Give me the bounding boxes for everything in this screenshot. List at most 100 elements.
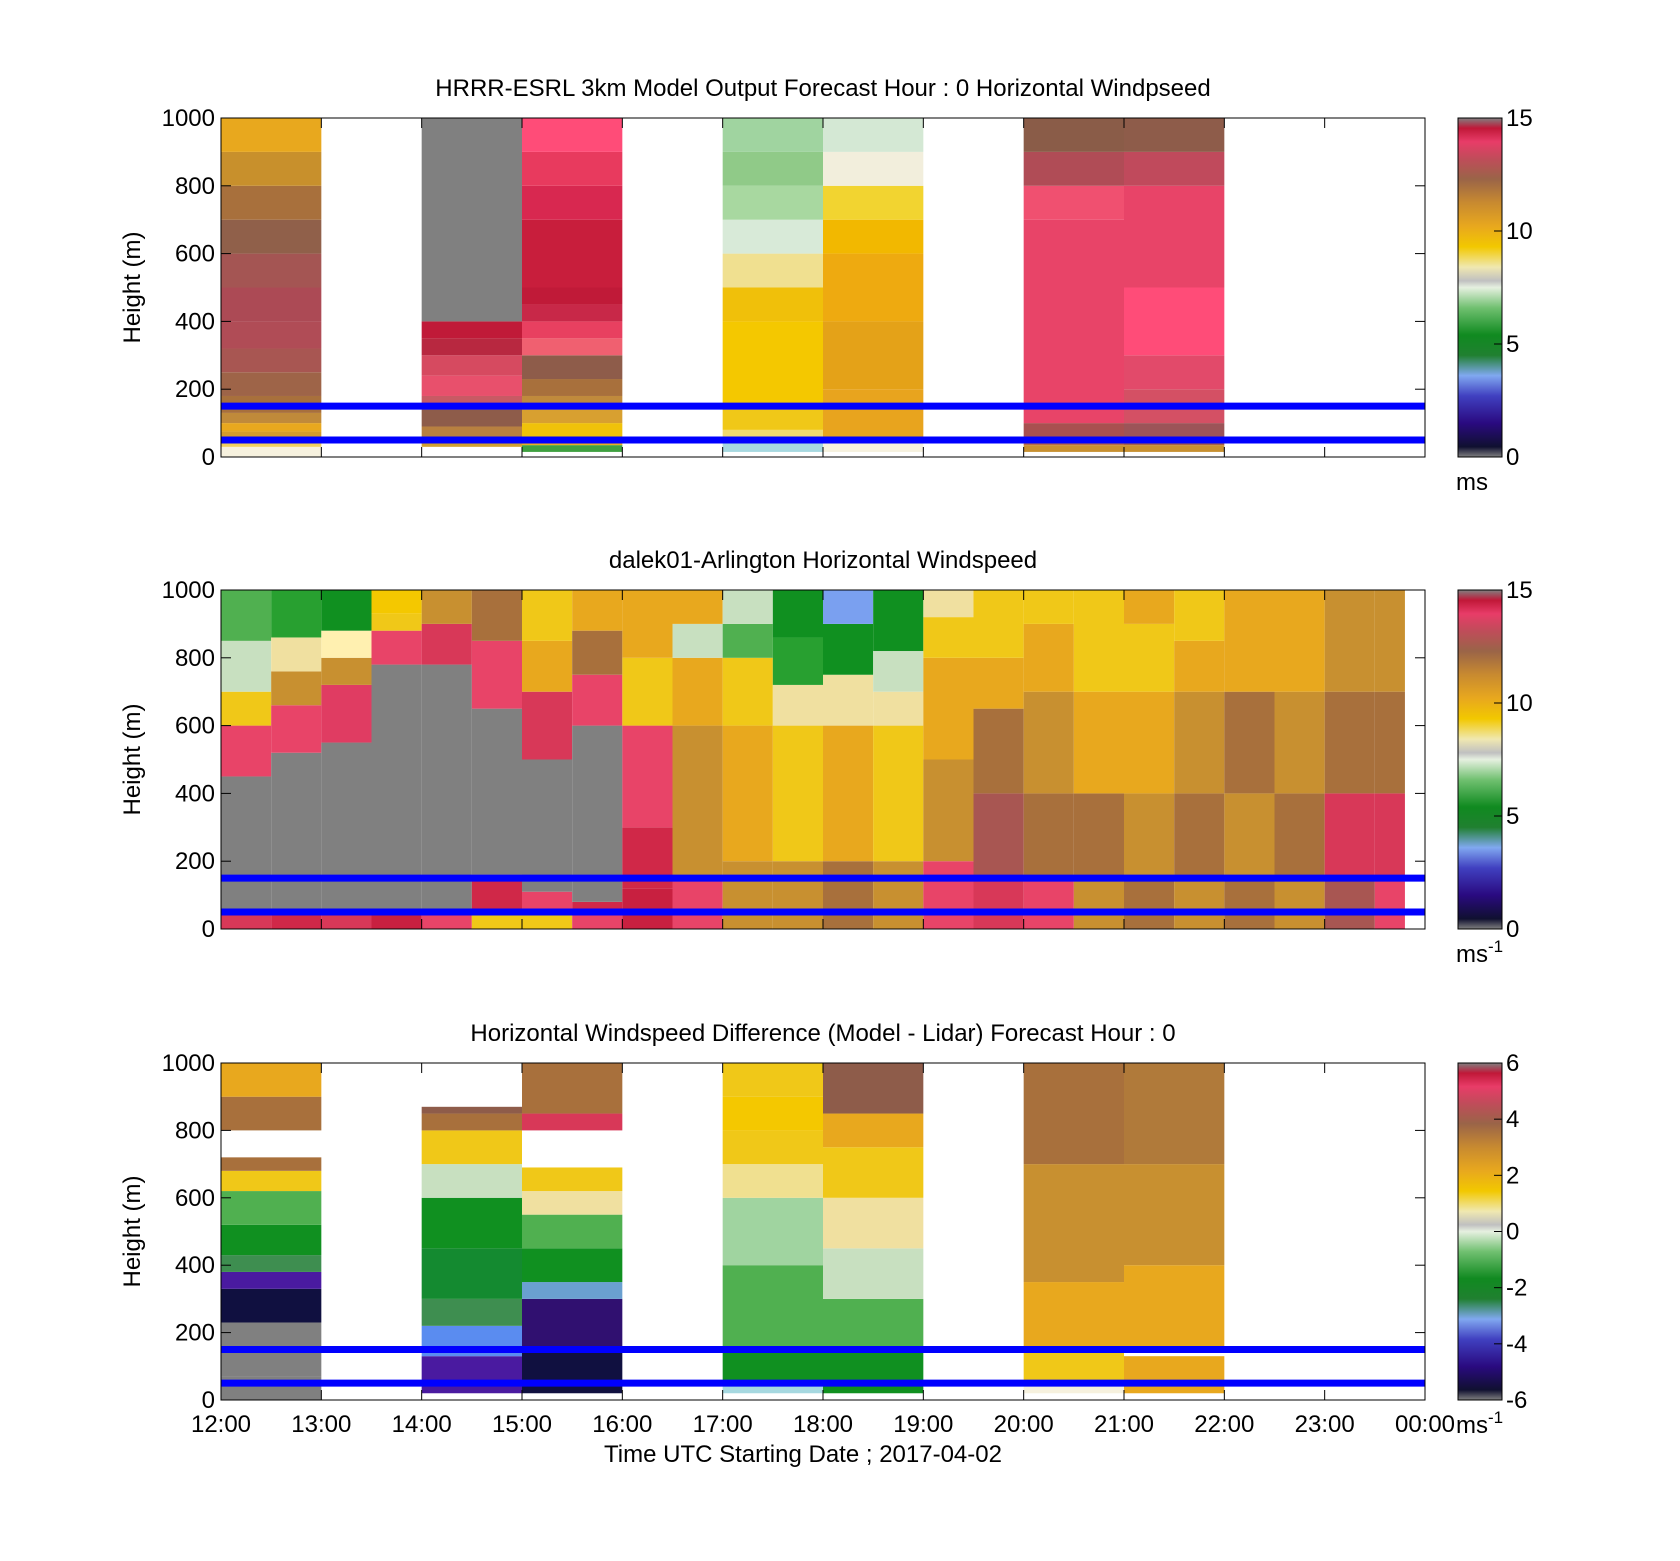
x-tick-label: 14:00: [392, 1411, 452, 1438]
y-tick-label: 1000: [162, 1050, 215, 1077]
heatmap-cell: [1023, 623, 1074, 692]
panel-3: Horizontal Windspeed Difference (Model -…: [119, 1020, 1527, 1468]
heatmap-cell: [1374, 793, 1405, 879]
colorbar-tick-label: -6: [1506, 1387, 1527, 1414]
heatmap-cell: [923, 590, 974, 618]
x-axis-label: Time UTC Starting Date ; 2017-04-02: [604, 1441, 1002, 1468]
heatmap-cell: [221, 423, 322, 432]
heatmap-cell: [923, 861, 974, 929]
heatmap-cell: [271, 705, 322, 753]
x-tick-label: 00:00: [1395, 1411, 1455, 1438]
heatmap-cell: [221, 1096, 322, 1131]
heatmap-cell: [722, 118, 823, 152]
heatmap-cell: [1023, 691, 1074, 794]
colorbar: [1457, 589, 1503, 930]
colorbar-tick-label: 2: [1506, 1162, 1519, 1189]
colorbar-unit-base: ms: [1456, 941, 1488, 968]
heatmap-cell: [772, 725, 823, 862]
y-axis-label: Height (m): [119, 231, 146, 343]
y-tick-label: 0: [202, 444, 215, 471]
heatmap-cell: [823, 219, 924, 254]
heatmap-cell: [1174, 793, 1225, 879]
heatmap-cell: [873, 861, 924, 929]
heatmap-cell: [221, 590, 272, 641]
heatmap-cell: [321, 742, 372, 909]
heatmap-cell: [722, 321, 823, 407]
y-tick-label: 200: [175, 1320, 215, 1347]
heatmap-cell: [722, 151, 823, 186]
y-tick-label: 600: [175, 713, 215, 740]
heatmap-cell: [873, 725, 924, 862]
heatmap-cell: [221, 691, 272, 726]
heatmap-cell: [421, 590, 472, 624]
heatmap-cell: [1073, 691, 1124, 794]
heatmap-cell: [221, 1255, 322, 1272]
heatmap-cell: [923, 657, 974, 760]
y-tick-label: 1000: [162, 577, 215, 604]
heatmap-cell: [1124, 623, 1175, 692]
colorbar-unit-exponent: -1: [1488, 1408, 1503, 1427]
x-tick-label: 12:00: [191, 1411, 251, 1438]
heatmap-cell: [823, 253, 924, 322]
heatmap-cell: [722, 253, 823, 288]
heatmap-cell: [823, 1063, 924, 1114]
heatmap-cell: [722, 1265, 823, 1350]
panel-2: dalek01-Arlington Horizontal Windspeed 0 2…: [119, 547, 1533, 968]
heatmap-cell: [522, 1167, 623, 1192]
heatmap-cell: [823, 623, 874, 675]
heatmap-cell: [522, 1214, 623, 1249]
heatmap-cell: [221, 219, 322, 254]
heatmap-cell: [221, 253, 322, 288]
heatmap-cell: [371, 630, 422, 665]
heatmap-cell: [823, 1349, 924, 1394]
heatmap-cell: [923, 617, 974, 658]
heatmap-cell: [471, 640, 522, 709]
heatmap-cell: [321, 630, 372, 658]
heatmap-cell: [1324, 691, 1375, 794]
heatmap-cell: [1023, 1282, 1124, 1350]
heatmap-cell: [221, 412, 322, 424]
heatmap-cell: [1324, 590, 1375, 692]
heatmap-cell: [823, 389, 924, 437]
heatmap-cell: [522, 118, 623, 152]
heatmap-cell: [221, 1191, 322, 1225]
heatmap-cell: [271, 752, 322, 909]
heatmap-cell: [722, 623, 773, 658]
heatmap-cell: [371, 664, 422, 909]
heatmap-cell: [221, 446, 322, 457]
heatmap-cell: [722, 861, 773, 929]
heatmap-cell: [873, 691, 924, 726]
heatmap-cell: [823, 118, 924, 152]
y-tick-label: 200: [175, 848, 215, 875]
heatmap-cell: [1073, 878, 1124, 929]
heatmap-cell: [873, 651, 924, 692]
heatmap-cell: [722, 1197, 823, 1266]
heatmap-cell: [522, 445, 623, 452]
heatmap-cell: [1174, 691, 1225, 794]
x-tick-label: 16:00: [592, 1411, 652, 1438]
x-tick-label: 19:00: [893, 1411, 953, 1438]
heatmap-cell: [1124, 185, 1225, 288]
heatmap-cell: [973, 657, 1024, 709]
colorbar-tick-label: 10: [1506, 218, 1533, 245]
heatmap-cell: [722, 219, 823, 254]
colorbar-tick-label: 6: [1506, 1050, 1519, 1077]
panels: HRRR-ESRL 3km Model Output Forecast Hour…: [119, 75, 1533, 1468]
heatmap-cell: [823, 1197, 924, 1249]
heatmap-cell: [1023, 118, 1124, 152]
heatmap-cell: [522, 321, 623, 339]
heatmap-cell: [722, 1130, 823, 1165]
heatmap-cell: [221, 1288, 322, 1323]
heatmap-cell: [1124, 793, 1175, 879]
heatmap-cell: [421, 409, 522, 427]
heatmap-cell: [371, 590, 422, 614]
heatmap-cell: [1073, 590, 1124, 692]
heatmap-cell: [823, 1113, 924, 1148]
heatmap-cell: [522, 219, 623, 288]
heatmap-cells: [221, 118, 1225, 457]
heatmap-cell: [1374, 590, 1405, 692]
heatmap-cell: [722, 1096, 823, 1131]
heatmap-cell: [522, 423, 623, 437]
x-tick-label: 21:00: [1094, 1411, 1154, 1438]
